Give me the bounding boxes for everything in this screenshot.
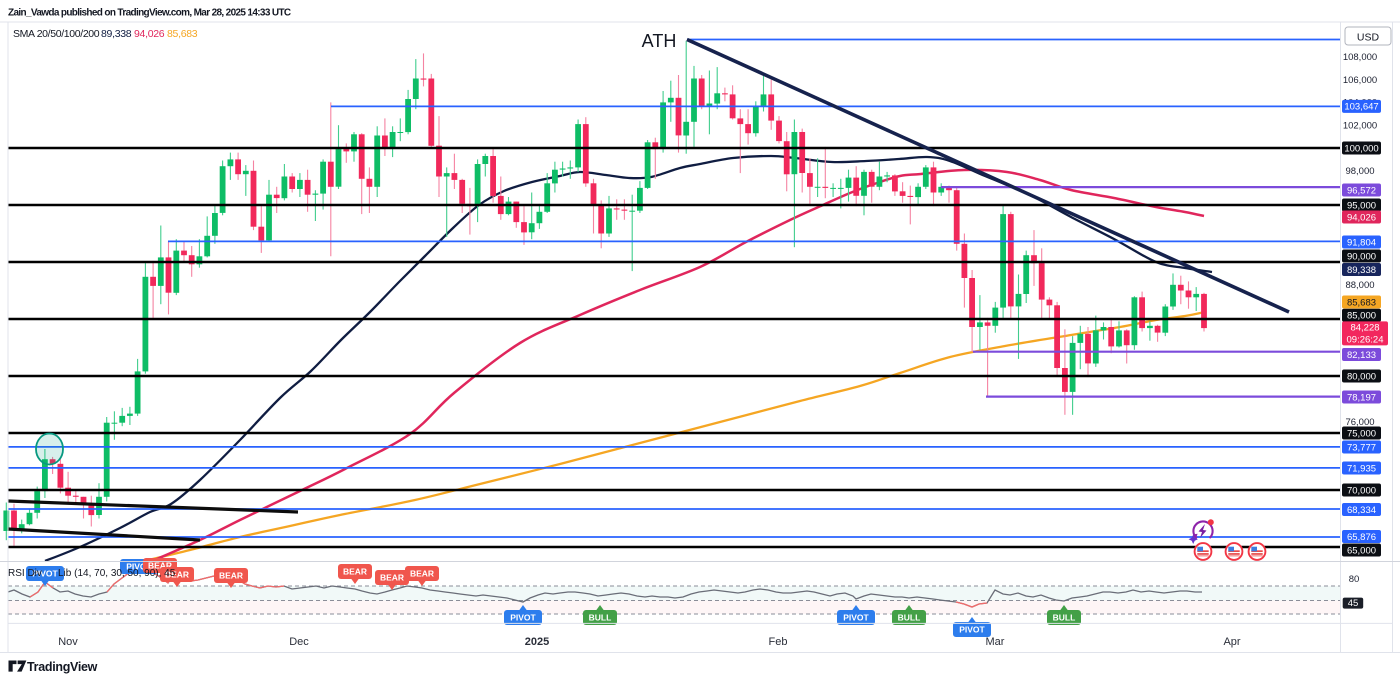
svg-text:45: 45 [1348,598,1359,609]
svg-text:95,000: 95,000 [1347,200,1376,211]
svg-text:76,000: 76,000 [1345,417,1374,428]
svg-text:88,000: 88,000 [1345,280,1374,291]
svg-text:65,876: 65,876 [1347,532,1376,543]
svg-text:Nov: Nov [58,636,78,648]
svg-text:73,777: 73,777 [1347,442,1376,453]
svg-text:80,000: 80,000 [1347,371,1376,382]
svg-text:89,338: 89,338 [101,28,132,40]
svg-text:94,026: 94,026 [1347,212,1376,223]
svg-text:70,000: 70,000 [1347,485,1376,496]
svg-text:BEAR: BEAR [148,561,172,571]
svg-text:89,338: 89,338 [1347,265,1376,276]
svg-text:2025: 2025 [525,636,549,648]
svg-text:Zain_Vawda published on Tradin: Zain_Vawda published on TradingView.com,… [8,8,291,19]
svg-text:75,000: 75,000 [1347,428,1376,439]
svg-text:RSI Div: RSI Div [8,568,42,579]
svg-text:TradingView: TradingView [27,660,98,674]
svg-text:09:26:24: 09:26:24 [1347,335,1384,346]
svg-text:Apr: Apr [1223,636,1240,648]
svg-text:96,572: 96,572 [1347,185,1376,196]
svg-text:PIVOT: PIVOT [32,569,58,579]
svg-text:BULL: BULL [1053,613,1076,623]
svg-text:85,683: 85,683 [167,28,198,40]
svg-text:84,228: 84,228 [1350,323,1379,334]
svg-text:85,000: 85,000 [1347,311,1376,322]
svg-text:68,334: 68,334 [1347,505,1376,516]
svg-text:BULL: BULL [898,613,921,623]
svg-text:80: 80 [1349,574,1360,585]
svg-text:65,000: 65,000 [1347,545,1376,556]
svg-text:103,647: 103,647 [1344,102,1378,113]
svg-text:85,683: 85,683 [1347,297,1376,308]
svg-text:90,000: 90,000 [1347,251,1376,262]
svg-text:Lib (14, 70, 30, 50, 90), 45: Lib (14, 70, 30, 50, 90), 45 [58,568,176,579]
svg-text:78,197: 78,197 [1347,392,1376,403]
svg-text:BULL: BULL [589,613,612,623]
svg-text:71,935: 71,935 [1347,463,1376,474]
svg-text:BEAR: BEAR [165,570,189,580]
svg-text:SMA 20/50/100/200: SMA 20/50/100/200 [13,28,100,40]
svg-text:PIVOT: PIVOT [959,625,985,635]
svg-text:100,000: 100,000 [1344,143,1378,154]
svg-text:BEAR: BEAR [343,567,367,577]
svg-text:BEAR: BEAR [410,569,434,579]
svg-text:Dec: Dec [289,636,309,648]
svg-text:94,026: 94,026 [134,28,165,40]
svg-text:BEAR: BEAR [380,573,404,583]
svg-text:91,804: 91,804 [1347,237,1376,248]
svg-text:ATH: ATH [642,31,677,51]
svg-text:PIVOT: PIVOT [126,562,152,572]
svg-text:Feb: Feb [769,636,788,648]
svg-text:PIVOT: PIVOT [510,613,536,623]
svg-text:98,000: 98,000 [1345,166,1374,177]
svg-text:PIVOT: PIVOT [843,613,869,623]
svg-text:108,000: 108,000 [1343,52,1377,63]
svg-text:USD: USD [1357,32,1380,44]
svg-text:106,000: 106,000 [1343,75,1377,86]
svg-text:82,133: 82,133 [1347,350,1376,361]
svg-text:BEAR: BEAR [219,571,243,581]
svg-text:Mar: Mar [986,636,1005,648]
svg-text:102,000: 102,000 [1343,121,1377,132]
